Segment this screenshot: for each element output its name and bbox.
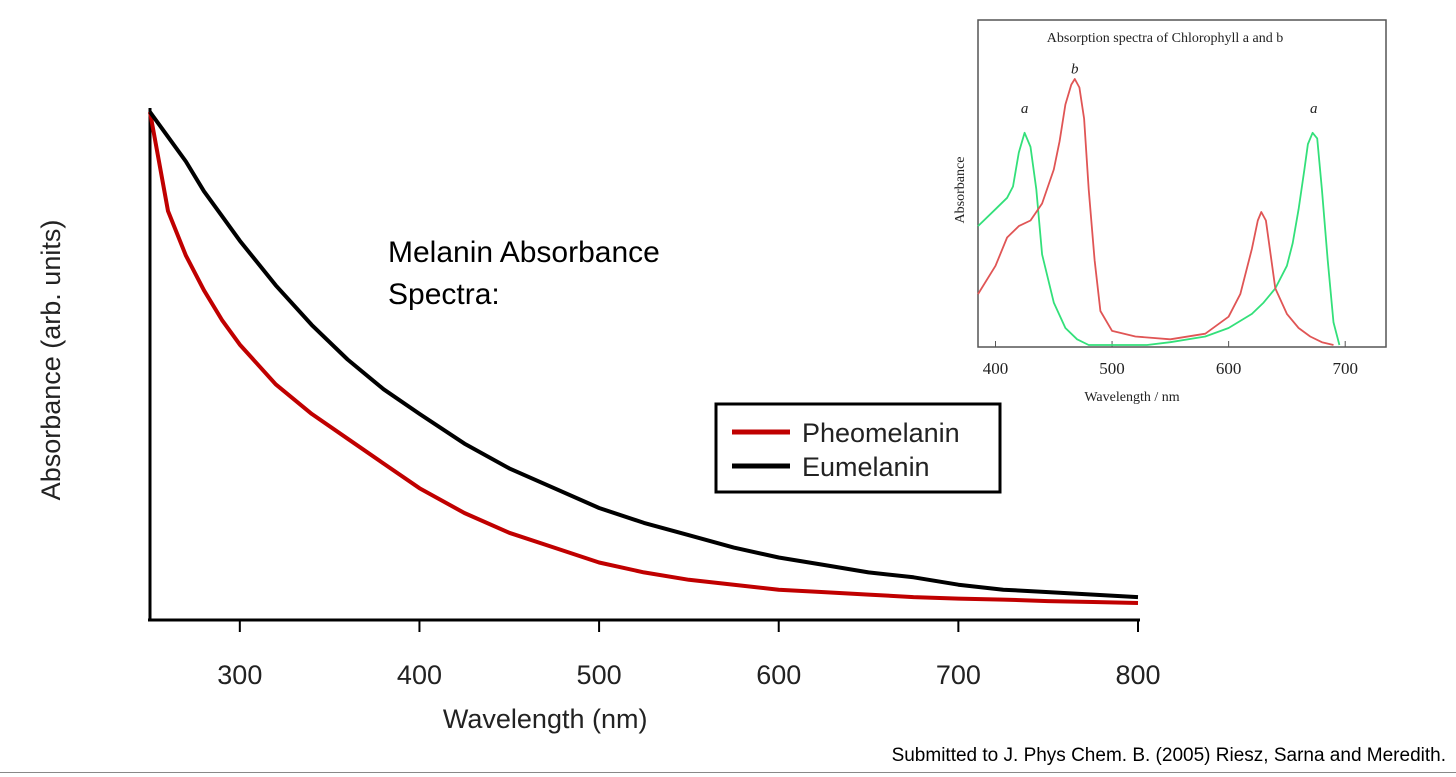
x-tick-label: 600: [756, 660, 801, 690]
chart-title-line2: Spectra:: [388, 278, 500, 311]
x-tick-label: 700: [936, 660, 981, 690]
series-line-eumelanin: [148, 110, 1139, 600]
bottom-divider: [0, 772, 1456, 773]
credit-citation: Submitted to J. Phys Chem. B. (2005) Rie…: [891, 745, 1446, 766]
series-line-pheomelanin: [148, 111, 1139, 605]
x-tick-label: 300: [217, 660, 262, 690]
y-axis-label: Absorbance (arb. units): [36, 220, 66, 501]
legend-label-pheomelanin: Pheomelanin: [802, 418, 960, 448]
chart-title-line1: Melanin Absorbance: [388, 236, 660, 269]
legend-label-eumelanin: Eumelanin: [802, 452, 930, 482]
x-tick-label: 800: [1115, 660, 1160, 690]
x-tick-label: 400: [397, 660, 442, 690]
x-tick-label: 500: [577, 660, 622, 690]
x-axis-label: Wavelength (nm): [443, 704, 648, 734]
legend-box: [714, 402, 1002, 494]
